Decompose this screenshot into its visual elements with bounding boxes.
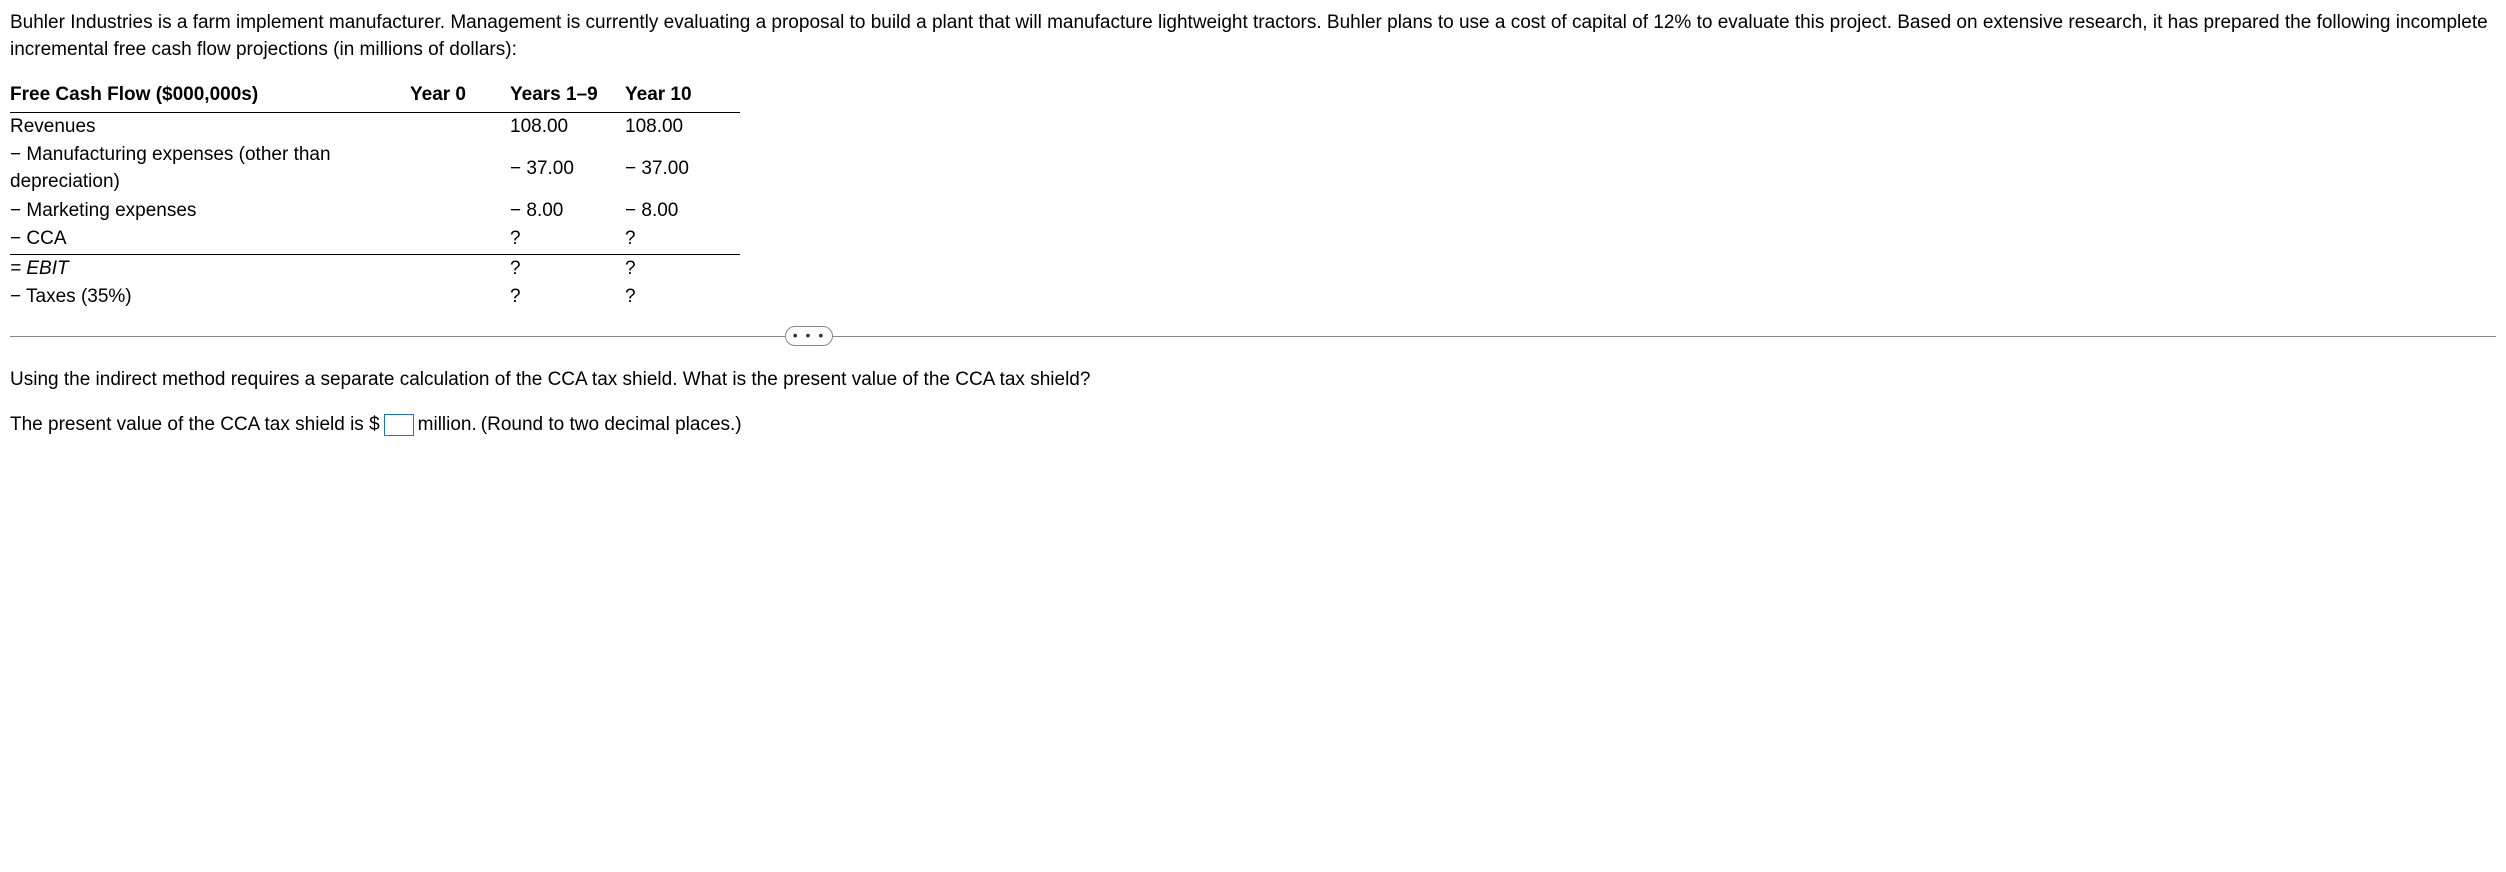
answer-prefix: The present value of the CCA tax shield … (10, 412, 380, 439)
answer-suffix: million. (418, 412, 477, 439)
row-label: = EBIT (10, 254, 410, 283)
divider-line (10, 336, 2496, 337)
row-years19: ? (510, 283, 625, 306)
row-year10: − 37.00 (625, 141, 740, 196)
expand-button[interactable]: • • • (785, 326, 833, 346)
row-years19: ? (510, 225, 625, 254)
row-year0 (410, 225, 510, 254)
header-years19: Years 1–9 (510, 81, 625, 112)
table-row: = EBIT ? ? (10, 254, 740, 283)
header-label: Free Cash Flow ($000,000s) (10, 81, 410, 112)
ellipsis-icon: • • • (793, 326, 825, 346)
row-year10: ? (625, 254, 740, 283)
row-years19: − 37.00 (510, 141, 625, 196)
row-year0 (410, 141, 510, 196)
row-label: − Marketing expenses (10, 197, 410, 226)
question-text-span: Using the indirect method requires a sep… (10, 369, 1090, 390)
table-row: − Manufacturing expenses (other than dep… (10, 141, 740, 196)
row-year10: ? (625, 225, 740, 254)
table-clip-region: Free Cash Flow ($000,000s) Year 0 Years … (10, 81, 2496, 306)
row-label: − Taxes (35%) (10, 283, 410, 306)
row-label: Revenues (10, 112, 410, 141)
row-label: − CCA (10, 225, 410, 254)
question-paragraph: Using the indirect method requires a sep… (10, 367, 2496, 394)
table-row: − CCA ? ? (10, 225, 740, 254)
row-label: − Manufacturing expenses (other than dep… (10, 141, 410, 196)
rounding-hint: (Round to two decimal places.) (481, 412, 742, 439)
answer-row: The present value of the CCA tax shield … (10, 412, 2496, 439)
row-year0 (410, 197, 510, 226)
row-years19: − 8.00 (510, 197, 625, 226)
row-years19: ? (510, 254, 625, 283)
intro-paragraph: Buhler Industries is a farm implement ma… (10, 10, 2496, 63)
header-year0: Year 0 (410, 81, 510, 112)
header-year10: Year 10 (625, 81, 740, 112)
pv-cca-input[interactable] (384, 414, 414, 436)
row-years19: 108.00 (510, 112, 625, 141)
table-header-row: Free Cash Flow ($000,000s) Year 0 Years … (10, 81, 740, 112)
table-row: − Taxes (35%) ? ? (10, 283, 740, 306)
free-cash-flow-table: Free Cash Flow ($000,000s) Year 0 Years … (10, 81, 740, 306)
row-year10: ? (625, 283, 740, 306)
row-year0 (410, 112, 510, 141)
table-row: Revenues 108.00 108.00 (10, 112, 740, 141)
row-year10: − 8.00 (625, 197, 740, 226)
row-year0 (410, 283, 510, 306)
expand-divider: • • • (10, 336, 2496, 337)
table-row: − Marketing expenses − 8.00 − 8.00 (10, 197, 740, 226)
row-year0 (410, 254, 510, 283)
row-year10: 108.00 (625, 112, 740, 141)
